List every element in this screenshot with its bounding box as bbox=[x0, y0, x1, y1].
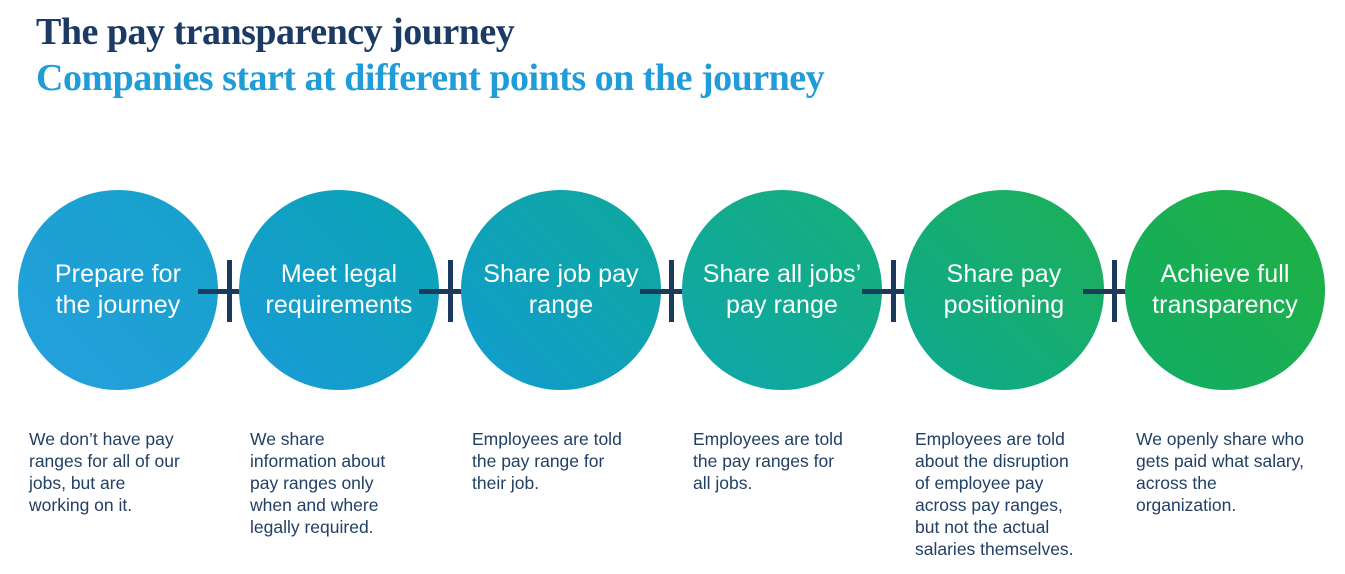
plus-connector-icon bbox=[640, 260, 702, 322]
page-subtitle: Companies start at different points on t… bbox=[36, 57, 825, 99]
step-label: Prepare for the journey bbox=[54, 260, 182, 319]
step-label: Share all jobs’ pay range bbox=[702, 260, 862, 319]
journey-diagram: Prepare for the journey We don’t have pa… bbox=[0, 190, 1345, 574]
plus-connector-icon bbox=[862, 260, 924, 322]
page-title: The pay transparency journey bbox=[36, 11, 515, 53]
plus-connector-icon bbox=[1083, 260, 1145, 322]
step-description: Employees are told about the disruption … bbox=[915, 429, 1074, 559]
step-label: Share job pay range bbox=[483, 260, 639, 319]
step-description: Employees are told the pay range for the… bbox=[472, 429, 622, 493]
step-description: We don’t have pay ranges for all of our … bbox=[29, 429, 180, 515]
step-circle: Achieve full transparency bbox=[1125, 190, 1325, 390]
journey-step-legal: Meet legal requirements We share informa… bbox=[239, 190, 439, 574]
step-circle: Meet legal requirements bbox=[239, 190, 439, 390]
step-description: We openly share who gets paid what salar… bbox=[1136, 429, 1304, 515]
step-circle: Share pay positioning bbox=[904, 190, 1104, 390]
step-circle: Share job pay range bbox=[461, 190, 661, 390]
step-label: Meet legal requirements bbox=[265, 260, 413, 319]
step-description: Employees are told the pay ranges for al… bbox=[693, 429, 843, 493]
plus-connector-icon bbox=[198, 260, 260, 322]
step-label: Share pay positioning bbox=[943, 260, 1065, 319]
journey-step-pay-positioning: Share pay positioning Employees are told… bbox=[904, 190, 1104, 574]
plus-connector-icon bbox=[419, 260, 481, 322]
journey-step-prepare: Prepare for the journey We don’t have pa… bbox=[18, 190, 218, 574]
journey-step-all-jobs-pay-range: Share all jobs’ pay range Employees are … bbox=[682, 190, 882, 574]
step-label: Achieve full transparency bbox=[1152, 260, 1298, 319]
journey-step-job-pay-range: Share job pay range Employees are told t… bbox=[461, 190, 661, 574]
journey-step-full-transparency: Achieve full transparency We openly shar… bbox=[1125, 190, 1325, 574]
step-circle: Prepare for the journey bbox=[18, 190, 218, 390]
step-circle: Share all jobs’ pay range bbox=[682, 190, 882, 390]
step-description: We share information about pay ranges on… bbox=[250, 429, 386, 537]
